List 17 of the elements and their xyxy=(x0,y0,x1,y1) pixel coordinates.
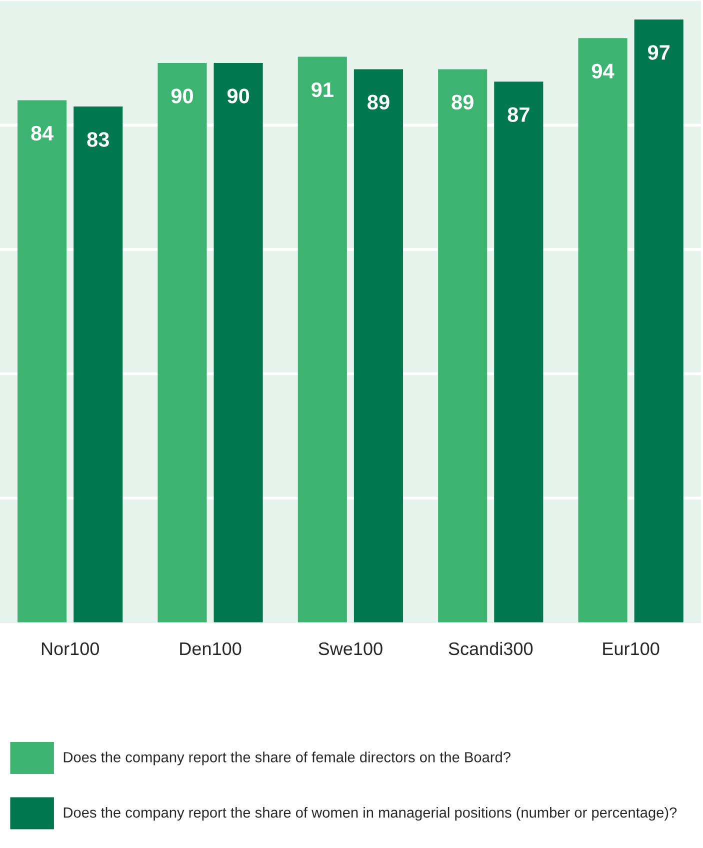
data-label: 91 xyxy=(312,82,334,98)
data-label: 87 xyxy=(508,107,530,122)
data-label: 89 xyxy=(368,94,390,110)
data-label: 94 xyxy=(592,64,614,78)
x-tick-label: Scandi300 xyxy=(448,642,533,656)
x-tick-label: Den100 xyxy=(180,642,242,656)
data-label: 90 xyxy=(227,88,250,104)
x-tick-label: Nor100 xyxy=(42,642,99,656)
x-tick-label: Swe100 xyxy=(318,642,382,656)
data-label: 90 xyxy=(171,88,193,104)
legend-label: Does the company report the share of women in managerial positions (number or percentage)? xyxy=(64,807,677,821)
data-label: 84 xyxy=(31,126,54,141)
data-label: 97 xyxy=(648,45,670,60)
x-tick-label: Eur100 xyxy=(603,642,660,656)
data-label: 89 xyxy=(452,94,474,110)
legend-label: Does the company report the share of female directors on the Board? xyxy=(64,752,510,766)
data-label: 83 xyxy=(87,132,109,147)
